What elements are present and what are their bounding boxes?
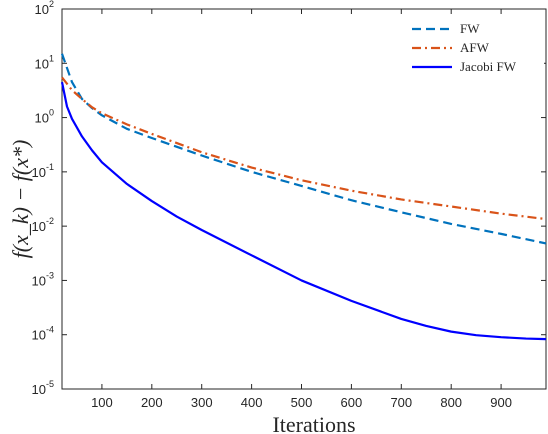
series-line-afw — [61, 76, 547, 221]
y-tick-label: 100 — [35, 108, 54, 126]
x-tick-label: 600 — [341, 395, 363, 410]
x-tick-label: 700 — [390, 395, 412, 410]
y-tick-label: 10-4 — [32, 325, 54, 343]
legend-label: FW — [460, 21, 480, 36]
series-line-jacobi-fw — [60, 81, 547, 341]
x-tick-label: 300 — [191, 395, 213, 410]
x-tick-label: 800 — [440, 395, 462, 410]
x-tick-label: 100 — [91, 395, 113, 410]
x-axis-label: Iterations — [272, 412, 355, 434]
y-tick-label: 10-2 — [32, 216, 54, 234]
y-tick-label: 10-3 — [32, 270, 54, 288]
legend-box — [404, 14, 544, 76]
y-axis-label: f(x_k) − f(x*) — [8, 140, 33, 259]
y-tick-label: 101 — [35, 53, 54, 71]
x-tick-label: 400 — [241, 395, 263, 410]
legend-label: AFW — [460, 40, 490, 55]
legend: FW AFW Jacobi FW — [404, 14, 544, 76]
x-tick-label: 900 — [490, 395, 512, 410]
y-tick-label: 10-5 — [32, 379, 54, 397]
y-tick-label: 102 — [35, 0, 54, 17]
legend-label: Jacobi FW — [460, 59, 517, 74]
y-tick-label: 10-1 — [32, 162, 54, 180]
tick-layer: 100 200 300 400 500 600 700 800 900 102 101 100 10-1… — [32, 0, 546, 410]
series-line-fw — [60, 53, 547, 245]
series-layer — [60, 53, 547, 341]
x-tick-label: 500 — [291, 395, 313, 410]
x-tick-label: 200 — [141, 395, 163, 410]
